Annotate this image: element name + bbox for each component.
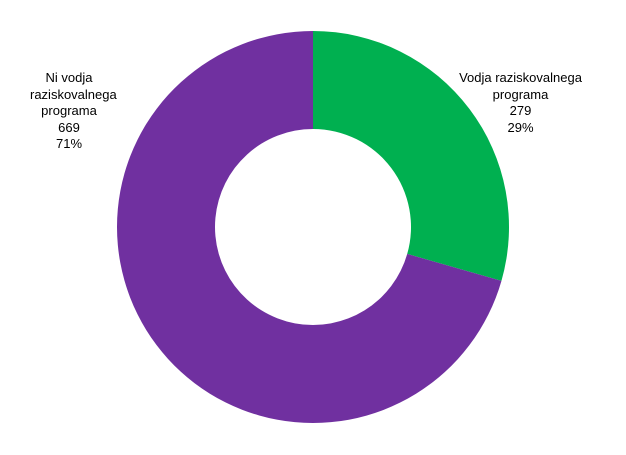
value-label: 669	[58, 119, 80, 135]
data-label: Vodja raziskovalnega programa 279 29%	[448, 70, 593, 136]
value-label: 279	[509, 103, 532, 118]
data-label: Ni vodja raziskovalnega programa 669 71%	[30, 70, 117, 153]
donut-segment	[116, 31, 502, 424]
category-label: Vodja raziskovalnega programa	[459, 70, 582, 102]
percent-label: 29%	[507, 119, 534, 135]
percent-label: 71%	[55, 136, 83, 151]
donut-segment	[313, 31, 509, 281]
category-label: Ni vodja raziskovalnega programa	[30, 70, 117, 118]
